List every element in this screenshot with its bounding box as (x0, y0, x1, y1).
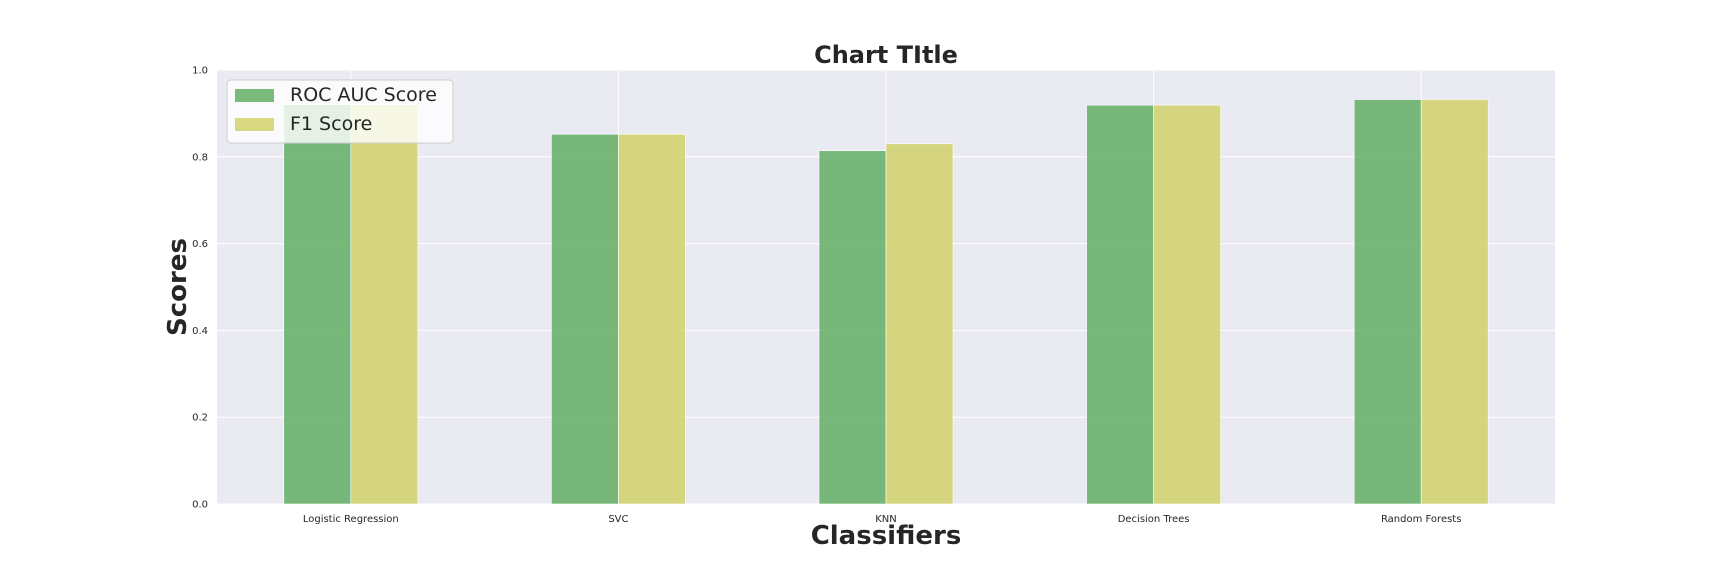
y-tick-label: 0.8 (192, 152, 208, 163)
legend-swatch-f1 (235, 118, 274, 131)
y-axis-title: Scores (163, 238, 193, 336)
x-axis-title: Classifiers (811, 521, 962, 551)
bar (350, 104, 419, 505)
bar (283, 104, 352, 505)
chart-title: Chart TItle (814, 41, 958, 69)
x-axis-ticks: Logistic Regression SVC KNN Decision Trees R… (303, 514, 1462, 525)
bar (818, 150, 887, 505)
bar (885, 143, 954, 505)
y-tick-label: 1.0 (192, 66, 208, 77)
bars (283, 99, 1489, 505)
bar (618, 133, 686, 505)
bar (1153, 104, 1221, 505)
x-tick-label: Random Forests (1381, 514, 1461, 525)
y-tick-label: 0.6 (192, 239, 208, 250)
bar (551, 133, 619, 505)
bar (1086, 104, 1154, 505)
legend-swatch-roc-auc (235, 89, 274, 102)
y-tick-label: 0.4 (192, 326, 208, 337)
legend-label-roc-auc: ROC AUC Score (290, 84, 437, 106)
x-tick-label: Logistic Regression (303, 514, 399, 525)
x-tick-label: SVC (608, 514, 628, 525)
y-axis-ticks: 0.0 0.2 0.4 0.6 0.8 1.0 (192, 66, 208, 511)
x-tick-label: Decision Trees (1118, 514, 1190, 525)
y-tick-label: 0.0 (192, 500, 208, 511)
x-tick-label: KNN (875, 514, 897, 525)
bar (1420, 99, 1489, 505)
y-tick-label: 0.2 (192, 413, 208, 424)
legend-label-f1: F1 Score (290, 113, 372, 135)
legend: ROC AUC Score F1 Score (226, 79, 454, 144)
bar (1353, 99, 1422, 505)
legend-box (226, 79, 454, 144)
